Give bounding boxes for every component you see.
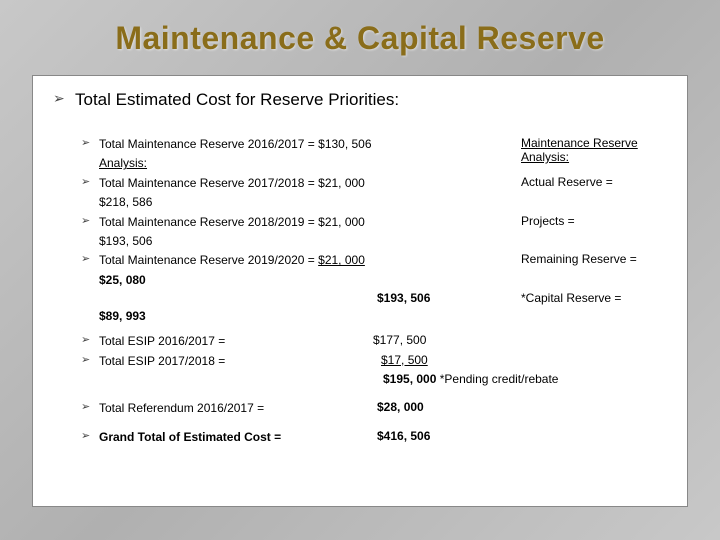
bullet-icon: ➢ bbox=[81, 214, 99, 230]
esip-label: Total ESIP 2016/2017 = bbox=[99, 333, 225, 350]
bullet-icon: ➢ bbox=[81, 353, 99, 369]
referendum-amount: $28, 000 bbox=[377, 400, 424, 414]
grand-total-label: Grand Total of Estimated Cost = bbox=[99, 429, 281, 446]
bullet-icon: ➢ bbox=[81, 429, 99, 445]
bullet-icon: ➢ bbox=[81, 252, 99, 268]
referendum-label: Total Referendum 2016/2017 = bbox=[99, 400, 264, 417]
content-box: ➢ Total Estimated Cost for Reserve Prior… bbox=[32, 75, 688, 507]
esip-row: ➢ Total ESIP 2016/2017 = $177, 500 bbox=[81, 333, 667, 350]
referendum-row: ➢ Total Referendum 2016/2017 = $28, 000 bbox=[81, 400, 667, 417]
item-cont: $25, 080 bbox=[99, 272, 146, 289]
right-label: Remaining Reserve = bbox=[521, 252, 637, 266]
esip-amount: $17, 500 bbox=[381, 353, 428, 367]
analysis-label: Maintenance Reserve Analysis: bbox=[521, 136, 667, 164]
item-block: ➢ Total Maintenance Reserve 2019/2020 = … bbox=[81, 252, 667, 289]
subtotal-block: $193, 506 *Capital Reserve = bbox=[81, 291, 667, 309]
right-label: Actual Reserve = bbox=[521, 175, 613, 189]
bullet-icon: ➢ bbox=[81, 400, 99, 416]
analysis-cont: Analysis: bbox=[99, 155, 147, 172]
item-block: ➢ Total Maintenance Reserve 2017/2018 = … bbox=[81, 175, 667, 212]
esip-label: Total ESIP 2017/2018 = bbox=[99, 353, 225, 370]
bullet-icon: ➢ bbox=[81, 175, 99, 191]
item-block: ➢ Total Maintenance Reserve 2018/2019 = … bbox=[81, 214, 667, 251]
esip-total-row: $195, 000 *Pending credit/rebate bbox=[81, 372, 667, 390]
item-cont: $218, 586 bbox=[99, 194, 152, 211]
item-cont: $193, 506 bbox=[99, 233, 152, 250]
item-block: ➢ Total Maintenance Reserve 2016/2017 = … bbox=[81, 136, 667, 173]
item-text: Total Maintenance Reserve 2016/2017 = $1… bbox=[99, 136, 372, 153]
item-text: Total Maintenance Reserve 2018/2019 = $2… bbox=[99, 214, 365, 231]
subtotal-left: $89, 993 bbox=[81, 309, 667, 323]
subtotal-amount: $193, 506 bbox=[377, 291, 430, 305]
main-heading: Total Estimated Cost for Reserve Priorit… bbox=[75, 90, 399, 110]
bullet-icon: ➢ bbox=[81, 136, 99, 152]
esip-row: ➢ Total ESIP 2017/2018 = $17, 500 bbox=[81, 353, 667, 370]
slide-title: Maintenance & Capital Reserve bbox=[0, 0, 720, 75]
heading-row: ➢ Total Estimated Cost for Reserve Prior… bbox=[53, 90, 667, 124]
right-label: Projects = bbox=[521, 214, 575, 228]
bullet-icon: ➢ bbox=[53, 90, 75, 107]
bullet-icon: ➢ bbox=[81, 333, 99, 349]
capital-reserve-label: *Capital Reserve = bbox=[521, 291, 621, 305]
esip-total: $195, 000 *Pending credit/rebate bbox=[383, 372, 558, 386]
item-text: Total Maintenance Reserve 2017/2018 = $2… bbox=[99, 175, 365, 192]
grand-total-row: ➢ Grand Total of Estimated Cost = $416, … bbox=[81, 429, 667, 446]
grand-total-amount: $416, 506 bbox=[377, 429, 430, 443]
item-text: Total Maintenance Reserve 2019/2020 = $2… bbox=[99, 252, 365, 269]
esip-amount: $177, 500 bbox=[373, 333, 426, 347]
